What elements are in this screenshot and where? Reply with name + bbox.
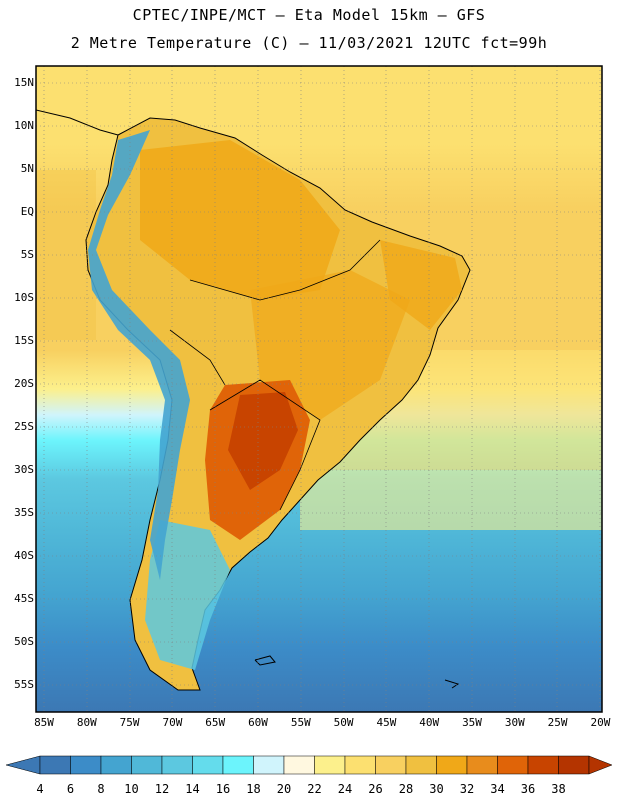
- colorbar-swatch: [253, 755, 285, 775]
- lat-label: 45S: [14, 592, 34, 605]
- lat-label: EQ: [20, 205, 34, 218]
- colorbar-tick-label: 36: [520, 782, 536, 796]
- lat-label: 40S: [14, 549, 34, 562]
- colorbar-swatch: [100, 755, 132, 775]
- colorbar: [5, 755, 613, 775]
- colorbar-tick-label: 12: [154, 782, 170, 796]
- colorbar-tick-label: 10: [124, 782, 139, 796]
- lat-label: 15S: [14, 334, 34, 347]
- colorbar-tick-label: 38: [551, 782, 566, 796]
- lat-label: 5S: [20, 248, 34, 261]
- colorbar-tick-label: 4: [36, 782, 44, 796]
- country-borders-2: [209, 379, 321, 511]
- lon-label: 70W: [162, 716, 183, 729]
- lon-label: 65W: [205, 716, 226, 729]
- temperature-map: [35, 65, 603, 713]
- country-borders: [189, 239, 381, 301]
- colorbar-swatch: [375, 755, 407, 775]
- colorbar-tick-label: 20: [276, 782, 292, 796]
- colorbar-tick-label: 30: [429, 782, 444, 796]
- colorbar-left-arrow: [5, 755, 41, 775]
- colorbar-swatch: [222, 755, 254, 775]
- colorbar-swatch: [161, 755, 193, 775]
- lat-label: 35S: [14, 506, 34, 519]
- colorbar-tick-label: 6: [66, 782, 75, 796]
- amazon-zone: [140, 140, 340, 300]
- lat-label: 10N: [14, 119, 34, 132]
- colorbar-tick-label: 22: [307, 782, 322, 796]
- northeast-brazil-zone: [380, 240, 462, 330]
- country-borders-3: [169, 329, 226, 386]
- colorbar-swatch: [527, 755, 559, 775]
- colorbar-swatch: [192, 755, 224, 775]
- colorbar-tick-label: 24: [337, 782, 353, 796]
- colorbar-swatch: [283, 755, 315, 775]
- colorbar-tick-label: 16: [215, 782, 231, 796]
- pacific-warm-band: [36, 170, 96, 340]
- lon-label: 55W: [290, 716, 311, 729]
- lon-label: 30W: [504, 716, 525, 729]
- lon-label: 75W: [119, 716, 140, 729]
- colorbar-tick-label: 34: [490, 782, 505, 796]
- colorbar-swatch: [131, 755, 163, 775]
- lon-label: 25W: [547, 716, 568, 729]
- lat-label: 15N: [14, 76, 34, 89]
- colorbar-swatch: [466, 755, 498, 775]
- atlantic-cool-band: [300, 470, 602, 530]
- colorbar-swatch: [39, 755, 71, 775]
- falklands: [254, 655, 276, 666]
- lon-label: 85W: [34, 716, 54, 729]
- colorbar-swatch: [497, 755, 529, 775]
- colorbar-swatch: [70, 755, 102, 775]
- colorbar-swatch: [344, 755, 376, 775]
- lat-label: 50S: [14, 635, 34, 648]
- colorbar-swatch: [314, 755, 346, 775]
- lon-label: 35W: [462, 716, 482, 729]
- colorbar-tick-label: 18: [246, 782, 261, 796]
- colorbar-swatch: [436, 755, 468, 775]
- colorbar-tick-label: 28: [398, 782, 414, 796]
- lon-label: 60W: [248, 716, 268, 729]
- south-georgia: [444, 679, 460, 689]
- colorbar-swatch: [405, 755, 437, 775]
- colorbar-swatch: [558, 755, 590, 775]
- colorbar-tick-label: 8: [97, 782, 105, 796]
- colorbar-tick-label: 32: [459, 782, 475, 796]
- patagonia-zone: [145, 520, 230, 670]
- andes-cold-strip: [88, 130, 190, 580]
- colorbar-tick-label: 14: [185, 782, 200, 796]
- title-line-1: CPTEC/INPE/MCT — Eta Model 15km — GFS: [132, 6, 486, 24]
- lat-label: 5N: [20, 162, 34, 175]
- central-america-coast: [36, 109, 119, 136]
- colorbar-right-arrow: [588, 755, 613, 775]
- lon-label: 50W: [333, 716, 354, 729]
- hottest-core-zone: [228, 392, 298, 490]
- lat-label: 25S: [14, 420, 34, 433]
- title-line-2: 2 Metre Temperature (C) — 11/03/2021 12U…: [70, 34, 548, 52]
- lat-label: 20S: [14, 377, 34, 390]
- lon-label: 40W: [419, 716, 440, 729]
- lat-label: 55S: [14, 678, 34, 691]
- lon-label: 45W: [376, 716, 397, 729]
- lon-label: 20W: [590, 716, 611, 729]
- lat-label: 30S: [14, 463, 34, 476]
- map-frame: [35, 65, 603, 713]
- colorbar-tick-label: 26: [368, 782, 383, 796]
- lon-label: 80W: [76, 716, 97, 729]
- lat-label: 10S: [14, 291, 34, 304]
